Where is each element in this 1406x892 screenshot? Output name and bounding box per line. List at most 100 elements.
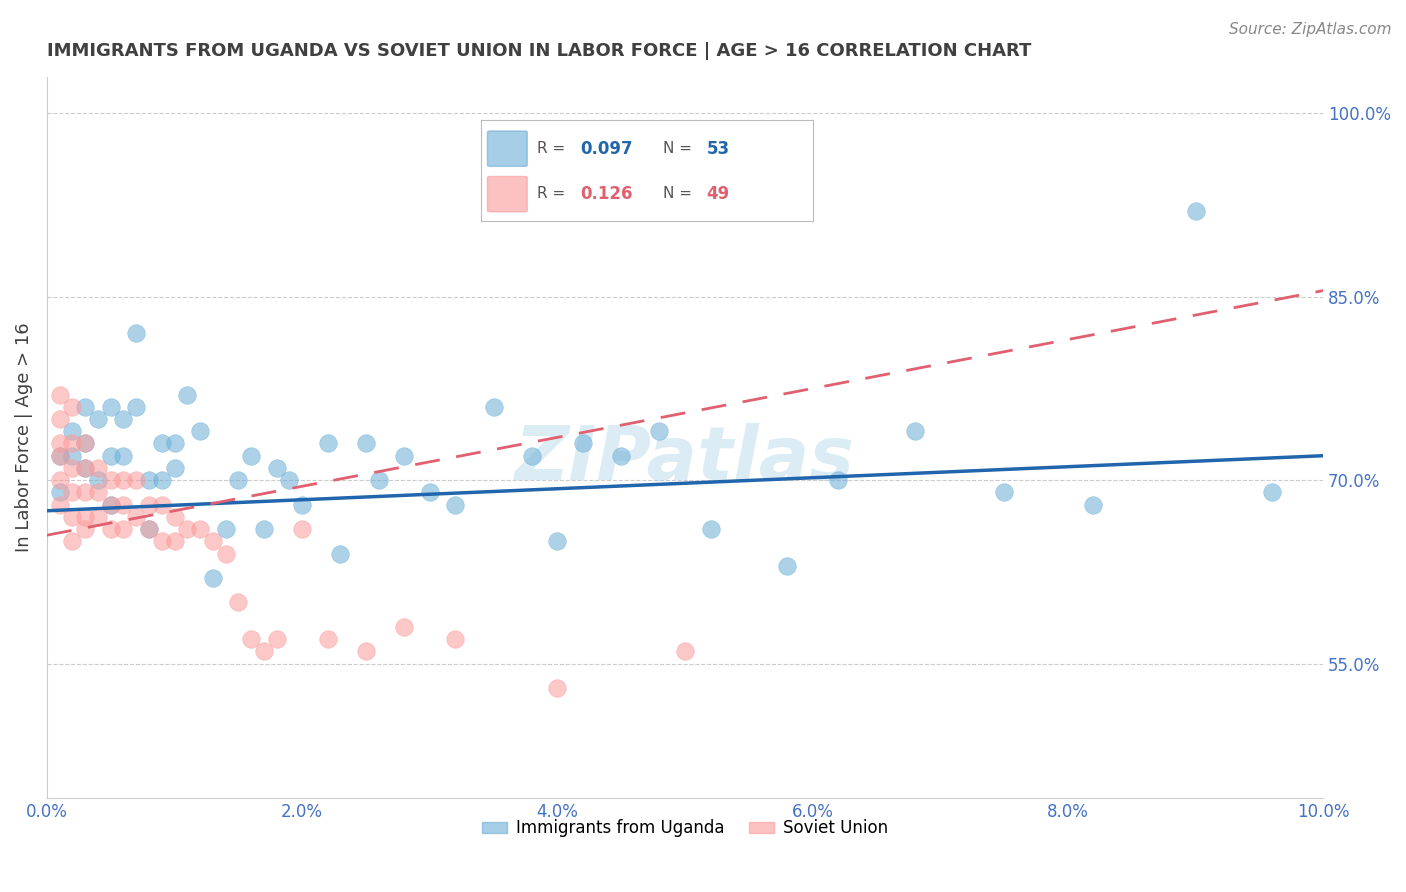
Point (214, 522, 236, 536)
Point (419, 485, 441, 500)
Point (62, 534, 84, 549)
Point (163, 461, 186, 475)
Point (266, 632, 288, 647)
Point (87, 412, 110, 426)
Point (163, 509, 186, 524)
Point (75, 436, 97, 450)
Text: IMMIGRANTS FROM UGANDA VS SOVIET UNION IN LABOR FORCE | AGE > 16 CORRELATION CHA: IMMIGRANTS FROM UGANDA VS SOVIET UNION I… (46, 42, 1031, 60)
Point (354, 436, 377, 450)
Point (1261, 485, 1284, 500)
Point (62, 400, 84, 414)
Point (100, 473, 122, 487)
Point (904, 424, 927, 438)
Point (572, 436, 595, 450)
Point (444, 498, 467, 512)
Point (176, 522, 198, 536)
Point (367, 473, 389, 487)
Point (482, 400, 505, 414)
Point (291, 498, 314, 512)
Point (1184, 204, 1206, 219)
Point (150, 498, 173, 512)
Point (112, 412, 135, 426)
Point (100, 498, 122, 512)
Point (62, 509, 84, 524)
Point (699, 522, 721, 536)
Point (266, 461, 288, 475)
Point (62, 424, 84, 438)
Point (394, 620, 416, 634)
Point (100, 522, 122, 536)
Point (87, 485, 110, 500)
Point (87, 461, 110, 475)
Point (75, 436, 97, 450)
Point (253, 522, 276, 536)
Point (240, 449, 263, 463)
Point (112, 498, 135, 512)
Point (75, 461, 97, 475)
Point (48, 485, 70, 500)
Text: ZIPatlas: ZIPatlas (515, 423, 855, 496)
Point (48, 412, 70, 426)
Point (87, 509, 110, 524)
Point (75, 400, 97, 414)
Point (278, 473, 301, 487)
Point (48, 449, 70, 463)
Point (648, 424, 671, 438)
Point (291, 522, 314, 536)
Point (993, 485, 1015, 500)
Point (610, 449, 633, 463)
Text: Source: ZipAtlas.com: Source: ZipAtlas.com (1229, 22, 1392, 37)
Point (444, 632, 467, 647)
Point (112, 449, 135, 463)
Point (100, 449, 122, 463)
Point (75, 485, 97, 500)
Point (100, 498, 122, 512)
Point (827, 473, 849, 487)
Point (138, 473, 160, 487)
Point (138, 522, 160, 536)
Point (125, 326, 148, 341)
Point (48, 473, 70, 487)
Point (62, 461, 84, 475)
Point (188, 522, 211, 536)
Point (150, 436, 173, 450)
Legend: Immigrants from Uganda, Soviet Union: Immigrants from Uganda, Soviet Union (475, 813, 894, 844)
Point (163, 534, 186, 549)
Point (62, 436, 84, 450)
Point (163, 436, 186, 450)
Point (125, 473, 148, 487)
Point (201, 571, 224, 585)
Point (394, 449, 416, 463)
Point (316, 632, 339, 647)
Point (75, 509, 97, 524)
Point (150, 473, 173, 487)
Point (125, 509, 148, 524)
Point (100, 400, 122, 414)
Point (253, 644, 276, 658)
Point (48, 436, 70, 450)
Point (188, 424, 211, 438)
Point (112, 522, 135, 536)
Point (673, 644, 696, 658)
Point (354, 644, 377, 658)
Point (316, 436, 339, 450)
Point (125, 400, 148, 414)
Y-axis label: In Labor Force | Age > 16: In Labor Force | Age > 16 (15, 323, 32, 552)
Point (240, 632, 263, 647)
Point (520, 449, 543, 463)
Point (138, 522, 160, 536)
Point (75, 461, 97, 475)
Point (138, 498, 160, 512)
Point (228, 473, 250, 487)
Point (201, 534, 224, 549)
Point (176, 387, 198, 401)
Point (48, 498, 70, 512)
Point (75, 522, 97, 536)
Point (62, 485, 84, 500)
Point (1083, 498, 1105, 512)
Point (329, 547, 352, 561)
Point (228, 595, 250, 609)
Point (62, 449, 84, 463)
Point (48, 387, 70, 401)
Point (546, 534, 568, 549)
